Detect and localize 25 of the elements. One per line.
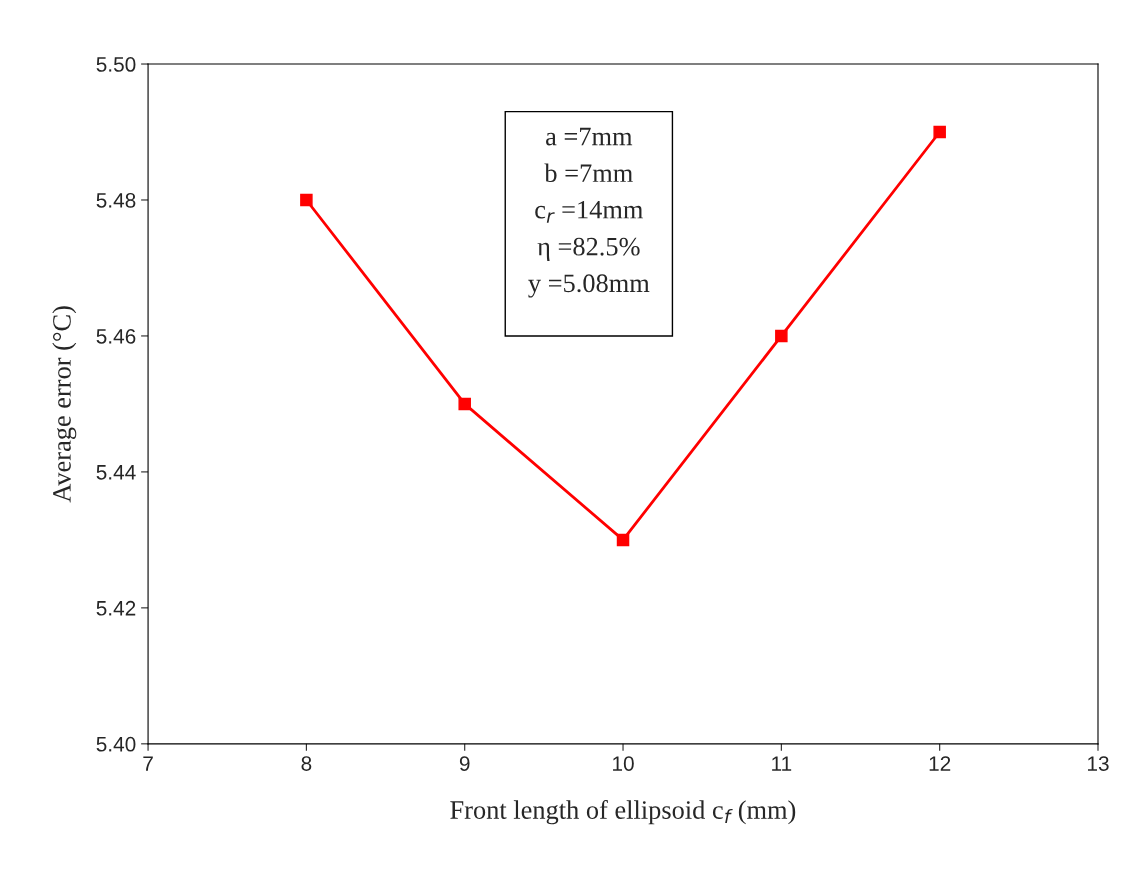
y-tick-label: 5.46 <box>96 328 136 344</box>
annotation: η =82.5% <box>537 237 640 261</box>
x-tick-label: 12 <box>929 756 951 771</box>
point <box>300 193 313 207</box>
y-tick-label: 5.42 <box>96 600 136 616</box>
annotation: c$_{r}$ =14mm <box>535 200 643 223</box>
annotation: a =7mm <box>546 127 633 146</box>
y-tick-label: 5.50 <box>96 57 136 72</box>
x-tick-label: 11 <box>772 756 792 771</box>
x-tick-label: 9 <box>459 756 470 771</box>
y-tick-label: 5.48 <box>96 192 136 208</box>
point <box>933 125 946 139</box>
x-tick-label: 7 <box>143 756 153 771</box>
y-tick-label: 5.44 <box>96 465 136 480</box>
point <box>616 533 630 547</box>
annotation: b =7mm <box>544 163 633 183</box>
point <box>775 329 788 343</box>
x-tick-label: 8 <box>301 756 312 771</box>
y-tick-label: 5.40 <box>96 736 136 752</box>
point <box>458 397 471 411</box>
annotation: y =5.08mm <box>528 274 650 298</box>
x-tick-label: 10 <box>613 756 634 771</box>
x-tick-label: 13 <box>1088 756 1109 771</box>
y-axis-title: Average error (°C) <box>52 306 77 503</box>
x-axis-title: Front length of ellipsoid c$_{f}$ (mm) <box>450 800 796 825</box>
